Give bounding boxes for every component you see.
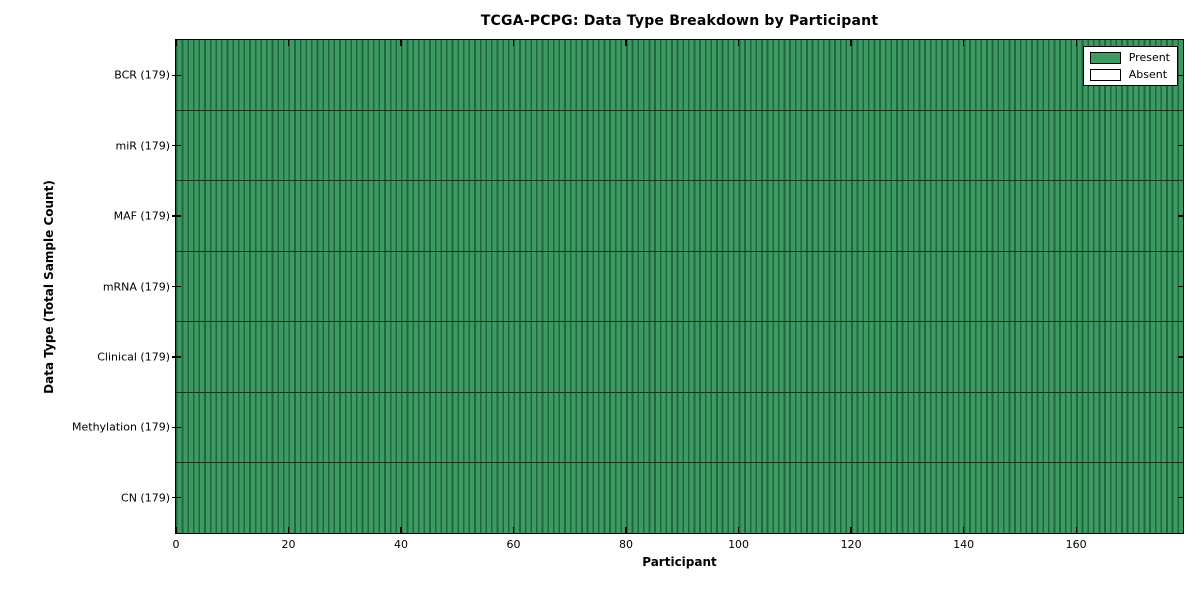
x-tick-mark (287, 527, 290, 533)
x-tick-label: 20 (281, 538, 296, 551)
row-divider (176, 321, 1183, 323)
y-tick-mark (1178, 285, 1183, 288)
y-tick-mark (1178, 497, 1183, 499)
x-tick-mark (962, 40, 965, 46)
x-tick-mark (850, 40, 852, 46)
x-tick-label: 160 (1065, 538, 1087, 551)
y-tick-mark (1178, 426, 1183, 428)
x-axis-label: Participant (642, 555, 717, 569)
x-tick-mark (287, 40, 290, 46)
row-divider (176, 391, 1183, 393)
legend-label: Absent (1128, 68, 1168, 81)
y-tick-label: MAF (179) (113, 209, 170, 223)
row-divider (176, 250, 1183, 252)
x-tick-mark (737, 527, 740, 533)
y-tick-label: mRNA (179) (102, 280, 170, 293)
legend: Present Absent (1082, 46, 1178, 86)
x-tick-label: 60 (506, 538, 521, 551)
x-tick-mark (175, 527, 177, 533)
y-tick-mark (172, 74, 181, 76)
chart-title: TCGA-PCPG: Data Type Breakdown by Partic… (480, 13, 879, 29)
x-tick-mark (512, 40, 515, 46)
row-divider (176, 180, 1183, 182)
y-tick-mark (172, 356, 181, 358)
y-tick-mark (172, 426, 181, 428)
presence-matrix (176, 40, 1183, 533)
legend-entry: Present (1089, 51, 1170, 64)
y-tick-label: Clinical (179) (97, 350, 170, 364)
y-axis-label: Data Type (Total Sample Count) (42, 180, 56, 394)
y-tick-label: BCR (179) (114, 68, 170, 82)
y-tick-mark (1178, 356, 1183, 358)
x-tick-label: 80 (619, 538, 634, 551)
y-tick-mark (1178, 215, 1183, 217)
y-tick-mark (172, 497, 181, 499)
row-divider (176, 109, 1183, 112)
legend-entry: Absent (1089, 68, 1170, 81)
x-tick-mark (1075, 527, 1077, 533)
row-divider (176, 461, 1183, 464)
x-tick-label: 140 (953, 538, 975, 551)
x-tick-mark (400, 527, 402, 533)
plot-area: Present Absent (172, 39, 1184, 534)
x-tick-mark (962, 527, 965, 533)
y-tick-label: CN (179) (121, 491, 170, 505)
x-tick-label: 120 (840, 538, 862, 551)
x-tick-label: 100 (728, 538, 750, 551)
y-tick-mark (1178, 145, 1183, 147)
x-tick-mark (175, 40, 177, 46)
y-tick-mark (172, 145, 181, 147)
x-tick-mark (512, 527, 515, 533)
y-tick-label: miR (179) (115, 139, 171, 153)
x-tick-mark (400, 40, 402, 46)
x-tick-label: 40 (394, 538, 409, 551)
y-tick-mark (1178, 74, 1183, 76)
legend-swatch-icon (1089, 68, 1121, 81)
y-tick-mark (172, 285, 181, 288)
x-tick-mark (737, 40, 740, 46)
legend-swatch-icon (1089, 51, 1121, 64)
x-tick-mark (625, 40, 627, 46)
x-tick-label: 0 (172, 538, 180, 551)
y-tick-mark (172, 215, 181, 217)
x-tick-mark (1075, 40, 1077, 46)
y-tick-label: Methylation (179) (72, 420, 170, 434)
legend-label: Present (1128, 51, 1170, 64)
x-tick-mark (625, 527, 627, 533)
x-tick-mark (850, 527, 852, 533)
